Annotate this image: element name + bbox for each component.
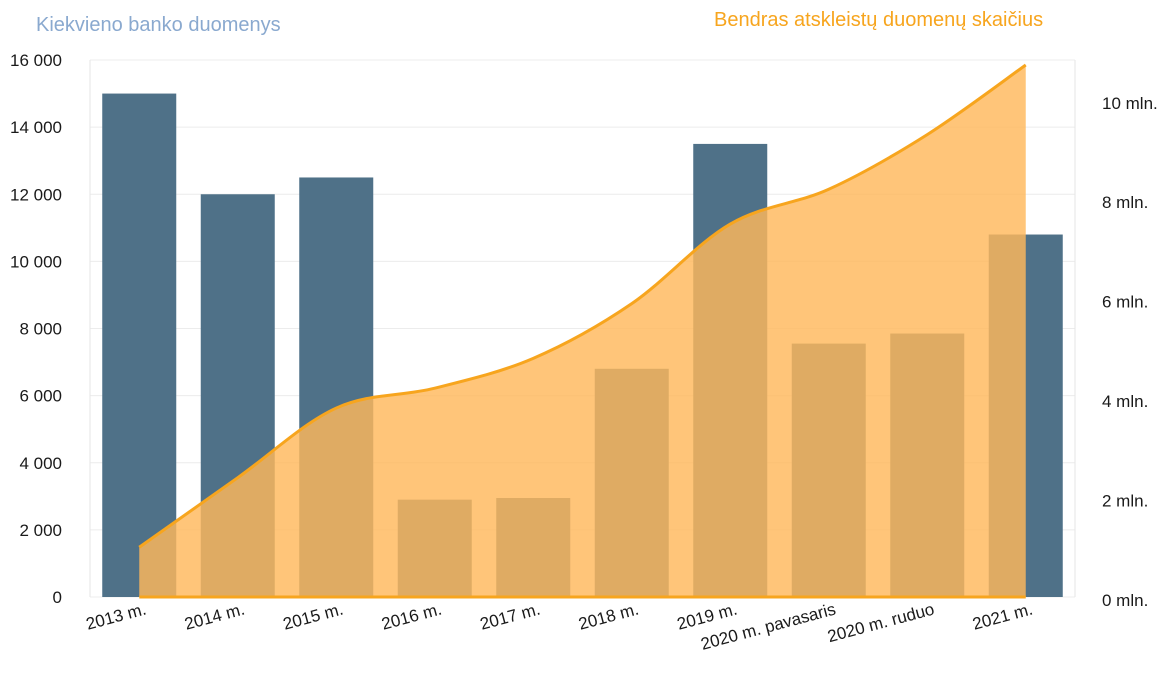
bar <box>102 93 177 597</box>
left-tick-label: 12 000 <box>10 185 62 204</box>
x-tick-label: 2020 m. ruduo <box>825 600 936 647</box>
left-tick-label: 2 000 <box>19 521 62 540</box>
legend-bar-series: Kiekvieno banko duomenys <box>36 14 281 36</box>
right-tick-label: 0 mln. <box>1102 591 1148 610</box>
area-fill <box>139 64 1026 597</box>
left-tick-label: 14 000 <box>10 118 62 137</box>
x-tick-label: 2018 m. <box>577 600 641 634</box>
left-tick-label: 8 000 <box>19 320 62 339</box>
right-tick-label: 4 mln. <box>1102 392 1148 411</box>
x-tick-label: 2013 m. <box>84 600 148 634</box>
right-tick-label: 2 mln. <box>1102 492 1148 511</box>
left-tick-label: 10 000 <box>10 252 62 271</box>
x-axis-ticks: 2013 m. 2014 m. 2015 m. 2016 m. 2017 m. 2018 … <box>84 600 1035 654</box>
left-tick-label: 4 000 <box>19 454 62 473</box>
right-tick-label: 10 mln. <box>1102 94 1158 113</box>
axes <box>89 60 1076 597</box>
right-axis-ticks: 0 mln. 2 mln. 4 mln. 6 mln. 8 mln. 10 mln. <box>1102 94 1158 610</box>
area-line <box>138 63 1027 549</box>
right-tick-label: 8 mln. <box>1102 193 1148 212</box>
x-tick-label: 2017 m. <box>478 600 542 634</box>
left-axis-ticks: 0 2 000 4 000 6 000 8 000 10 000 12 000 14 000 1… <box>10 51 62 607</box>
x-tick-label: 2015 m. <box>281 600 345 634</box>
left-tick-label: 6 000 <box>19 387 62 406</box>
left-tick-label: 0 <box>53 588 62 607</box>
legend-area-series: Bendras atskleistų duomenų skaičius <box>714 9 1044 31</box>
area-series <box>138 63 1027 599</box>
left-tick-label: 16 000 <box>10 51 62 70</box>
x-tick-label: 2014 m. <box>183 600 247 634</box>
x-tick-label: 2021 m. <box>971 600 1035 634</box>
x-tick-label: 2016 m. <box>380 600 444 634</box>
right-tick-label: 6 mln. <box>1102 293 1148 312</box>
